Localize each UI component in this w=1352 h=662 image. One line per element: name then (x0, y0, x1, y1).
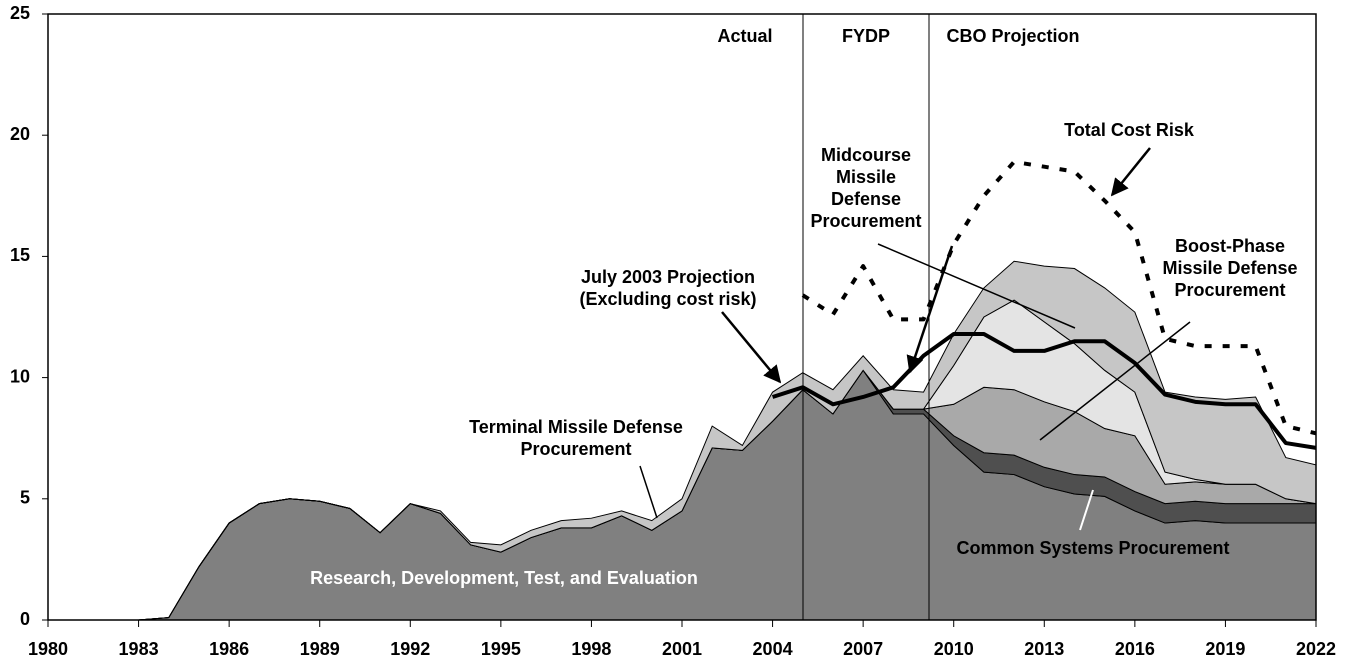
series-label: Common Systems Procurement (956, 538, 1230, 558)
y-tick-label: 5 (20, 488, 30, 508)
y-tick-label: 20 (10, 124, 30, 144)
arrow (721, 311, 782, 384)
pointer (639, 465, 658, 519)
x-tick-label: 2013 (1024, 639, 1064, 659)
dotted-line (801, 159, 1317, 436)
series-label: Total Cost Risk (1064, 120, 1194, 140)
x-tick-label: 1983 (119, 639, 159, 659)
x-tick-label: 1986 (209, 639, 249, 659)
period-label: CBO Projection (946, 26, 1080, 46)
x-tick-label: 1992 (390, 639, 430, 659)
y-tick-label: 15 (10, 245, 30, 265)
period-label: Actual (717, 26, 773, 46)
x-tick-label: 1980 (28, 639, 68, 659)
arrow (1110, 147, 1151, 197)
series-label: July 2003 Projection (Excluding cost ris… (579, 267, 757, 309)
pointer (877, 243, 1076, 329)
line (771, 331, 1317, 450)
period-label: FYDP (841, 26, 890, 46)
x-tick-label: 2016 (1115, 639, 1155, 659)
axes: 0 5 10 15 20 25 1980 1983 1986 1989 1992 1995 1998 20… (10, 3, 1336, 659)
y-tick-label: 25 (10, 3, 30, 23)
y-tick-label: 10 (10, 366, 30, 386)
x-tick-label: 2007 (843, 639, 883, 659)
y-tick-label: 0 (20, 609, 30, 629)
x-tick-label: 2001 (662, 639, 702, 659)
x-tick-label: 1995 (481, 639, 521, 659)
x-tick-label: 2010 (934, 639, 974, 659)
series-label: Boost-Phase Missile Defense Procurement (1162, 236, 1298, 300)
arrow (906, 245, 954, 374)
series-label: Research, Development, Test, and Evaluat… (310, 568, 698, 588)
series-label: Terminal Missile Defense Procurement (469, 417, 683, 459)
x-tick-label: 1998 (571, 639, 611, 659)
pointer (1079, 489, 1094, 531)
pointer (1039, 321, 1191, 441)
x-tick-label: 2022 (1296, 639, 1336, 659)
x-tick-label: 2004 (753, 639, 793, 659)
series-label: Midcourse Missile Defense Procurement (810, 145, 922, 231)
x-tick-label: 1989 (300, 639, 340, 659)
x-tick-label: 2019 (1205, 639, 1245, 659)
lines (771, 159, 1317, 450)
